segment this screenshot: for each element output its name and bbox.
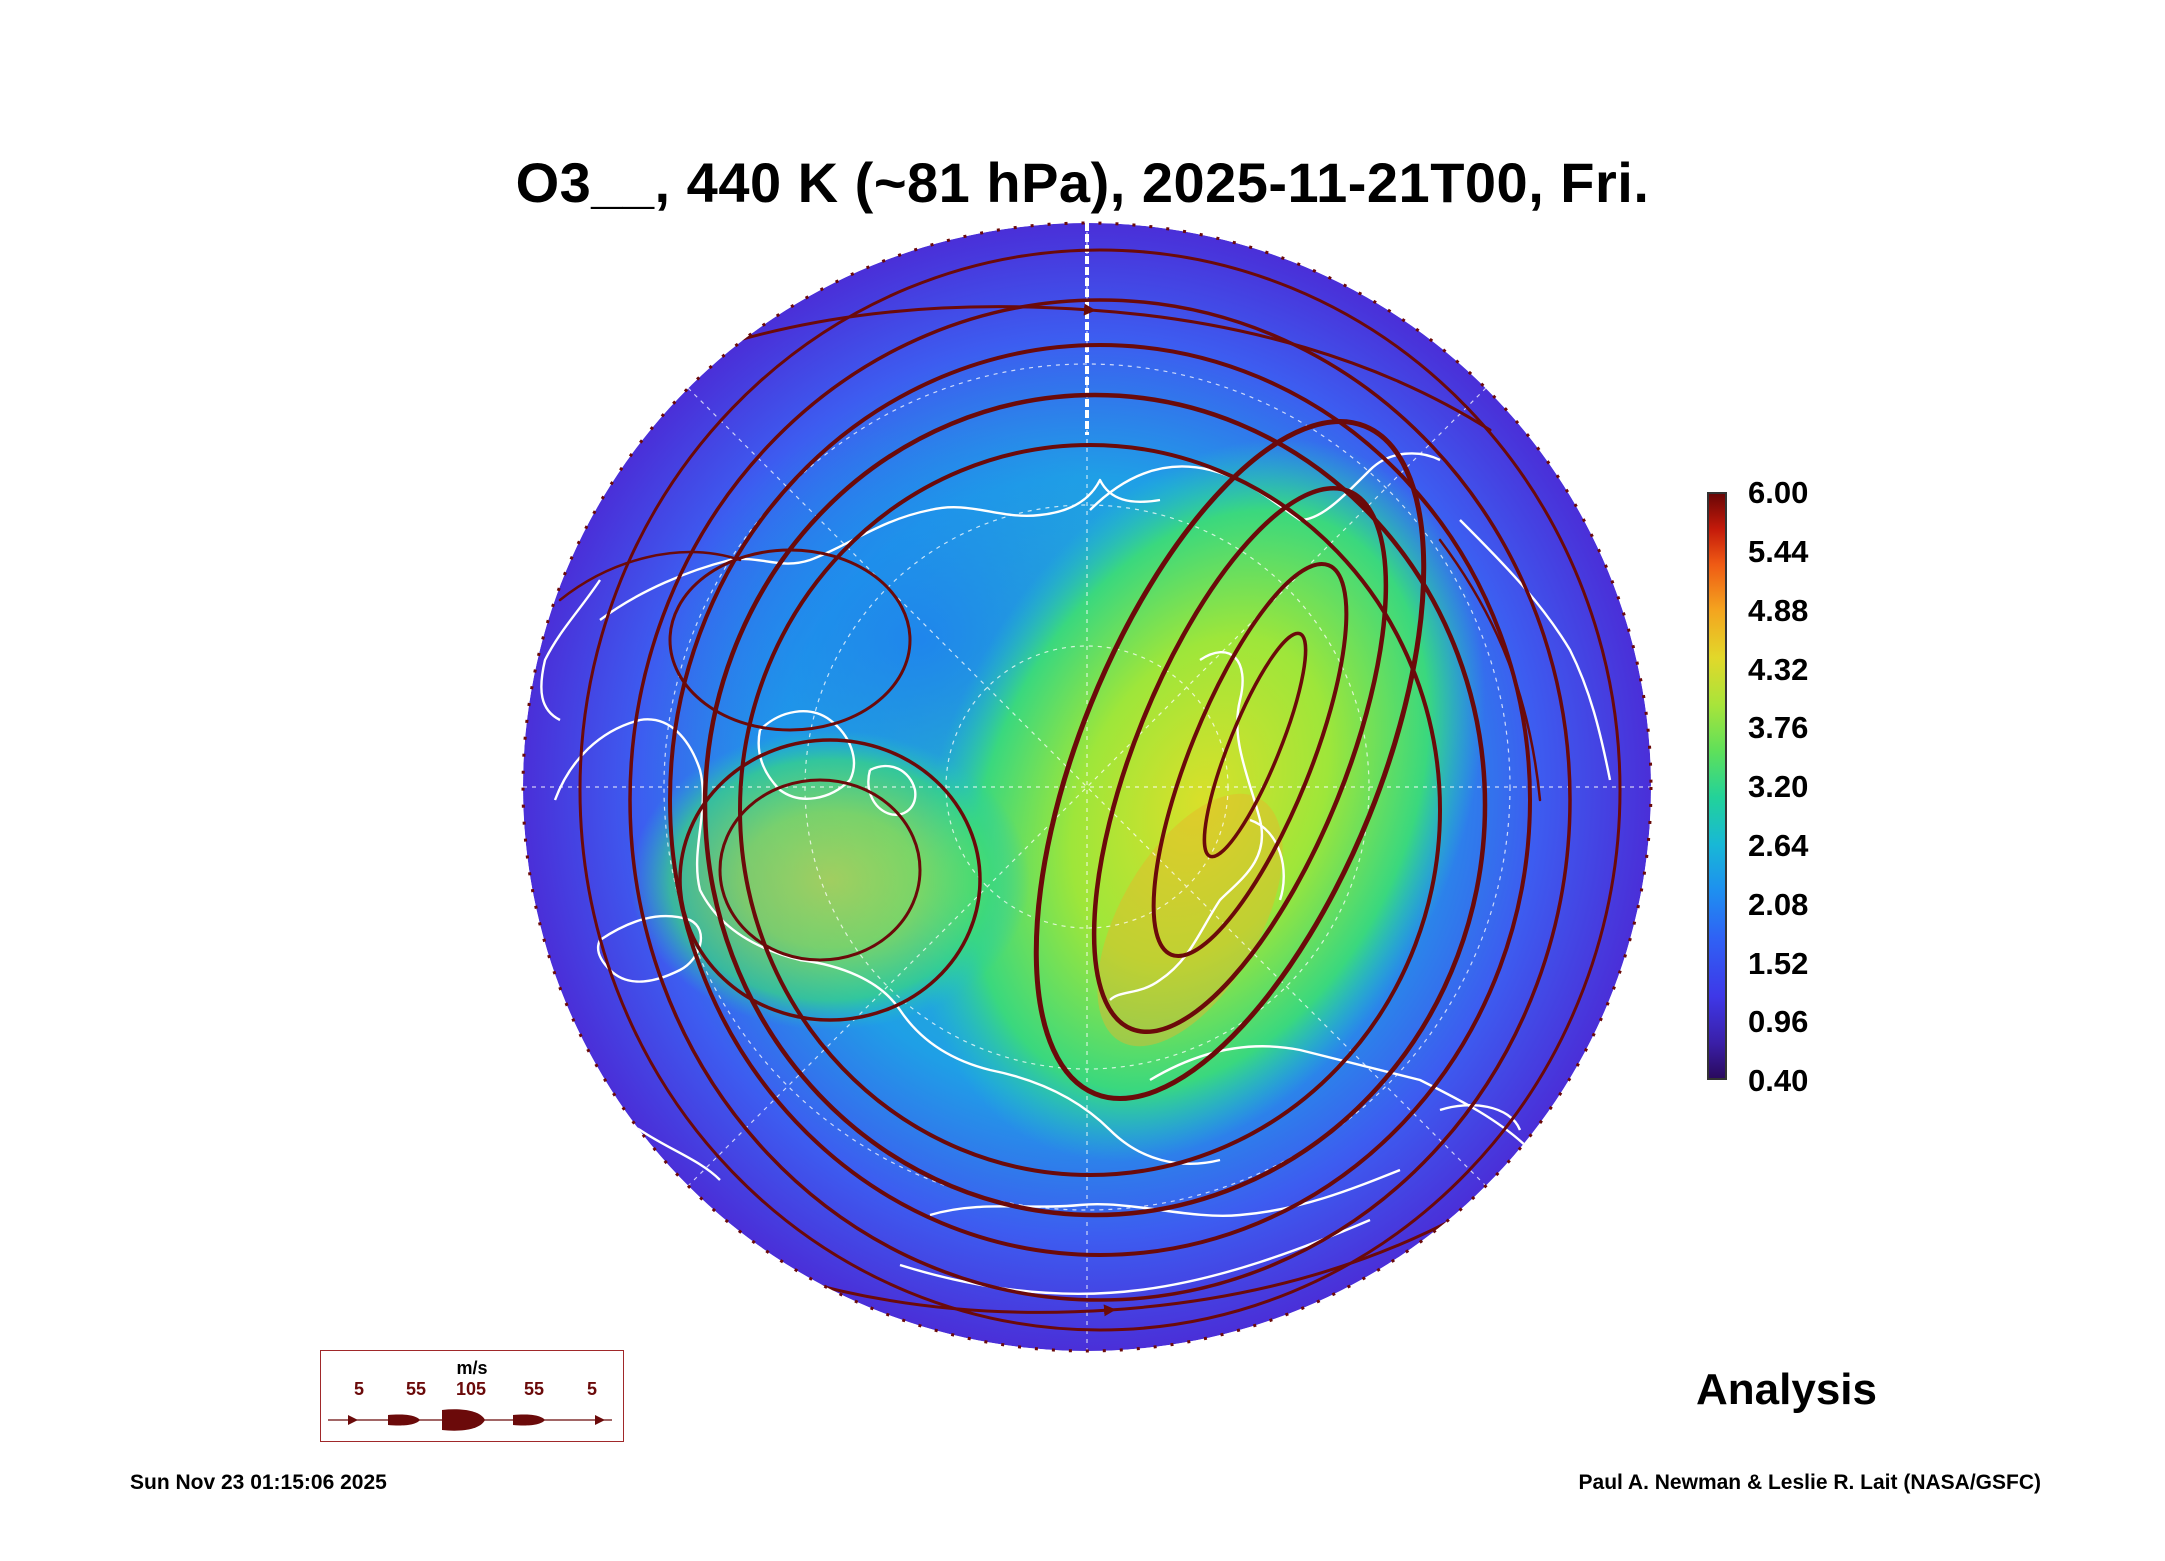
author-credit: Paul A. Newman & Leslie R. Lait (NASA/GS… <box>1578 1471 2041 1494</box>
lat-lon-grid <box>523 223 1651 1351</box>
map-title: O3__, 440 K (~81 hPa), 2025-11-21T00, Fr… <box>515 151 1650 214</box>
colorbar-tick: 0.96 <box>1748 1004 1809 1039</box>
colorbar-tick: 0.40 <box>1748 1063 1809 1098</box>
globe-outline <box>521 221 1653 1353</box>
ozone-maximum-region <box>914 438 1486 1162</box>
generation-timestamp: Sun Nov 23 01:15:06 2025 <box>130 1471 387 1494</box>
colorbar-tick: 3.20 <box>1748 769 1809 804</box>
colorbar-tick: 4.88 <box>1748 593 1809 628</box>
colorbar-tick: 5.44 <box>1748 534 1809 569</box>
legend-speed-arrow <box>327 1408 612 1431</box>
legend-speed: 5 <box>587 1379 598 1399</box>
ozone-colorbar <box>1707 492 1727 1080</box>
colorbar-tick: 2.64 <box>1748 828 1809 863</box>
colorbar-tick: 4.32 <box>1748 652 1809 687</box>
legend-speed: 5 <box>354 1379 365 1399</box>
ozone-peak-core <box>1097 793 1283 1047</box>
ozone-secondary-region <box>630 730 1030 1030</box>
colorbar-tick: 6.00 <box>1748 475 1809 510</box>
legend-unit: m/s <box>456 1358 488 1378</box>
analysis-label: Analysis <box>1696 1365 1877 1414</box>
legend-speed: 55 <box>406 1379 427 1399</box>
wind-streamlines <box>558 248 1622 1332</box>
legend-speed: 105 <box>456 1379 487 1399</box>
colorbar-tick: 2.08 <box>1748 887 1809 922</box>
colorbar-tick: 1.52 <box>1748 946 1809 981</box>
wind-speed-legend: m/s 5 55 105 55 5 <box>320 1350 624 1442</box>
colorbar-tick: 3.76 <box>1748 710 1809 745</box>
legend-speed: 55 <box>524 1379 545 1399</box>
